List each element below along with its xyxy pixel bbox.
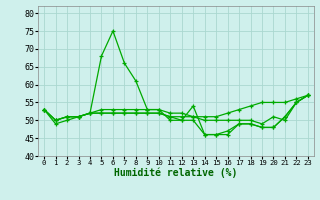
X-axis label: Humidité relative (%): Humidité relative (%)	[114, 168, 238, 178]
